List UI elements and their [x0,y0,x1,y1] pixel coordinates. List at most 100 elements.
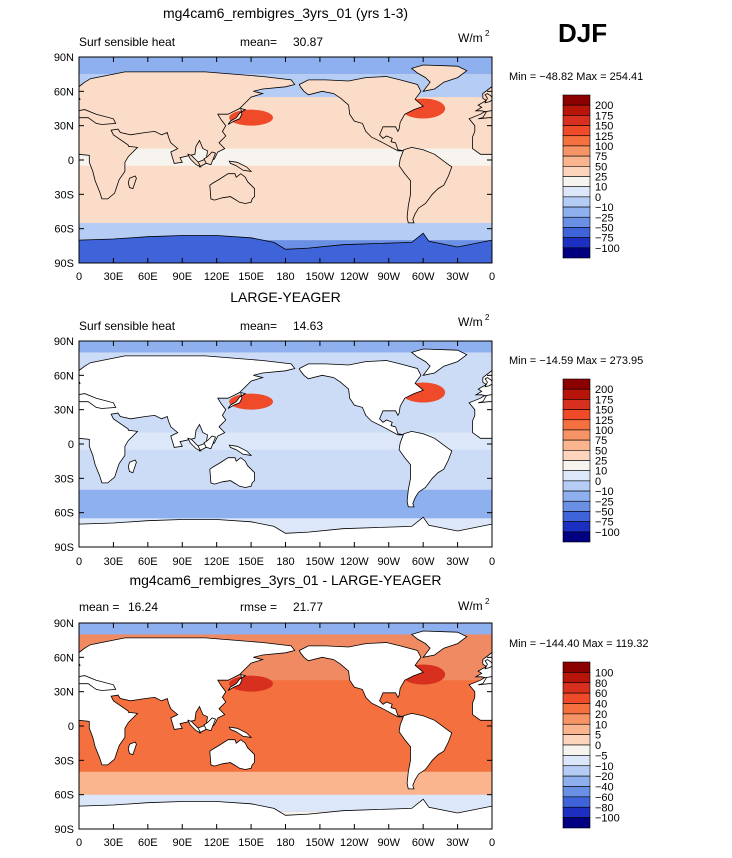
mean-label: mean= [240,35,277,49]
min-value: −48.82 [539,71,576,83]
land-group [0,64,492,263]
max-label: Max = [582,638,615,650]
panel-title: mg4cam6_rembigres_3yrs_01 - LARGE-YEAGER [129,572,441,588]
colorbar-label: 0 [595,192,601,204]
panel-title: LARGE-YEAGER [230,289,340,305]
continent-japan [227,391,247,409]
colorbar-swatch [562,682,591,694]
colorbar-swatch [562,145,591,157]
min-value: −14.59 [539,355,576,367]
units-label: W/m [458,599,483,613]
colorbar-swatch [562,734,591,746]
colorbar-label: −20 [595,771,614,783]
min-label: Min = [509,638,539,650]
max-value: 119.32 [616,638,649,650]
colorbar-swatch [562,166,591,177]
lon-tick-label: 30E [104,271,124,283]
colorbar-swatch [562,439,591,451]
colorbar-swatch [562,216,591,228]
lon-tick-label: 30E [104,837,124,849]
variable-label: Surf sensible heat [79,319,176,333]
colorbar-swatch [562,115,591,126]
continent-greenland [410,348,468,376]
continent-south-america [0,713,39,789]
colorbar-swatch [562,104,591,116]
units-label: W/m [458,315,483,329]
colorbar-swatch [562,500,591,512]
mean-label: mean = [79,600,119,614]
field-band [79,489,492,519]
lon-tick-label: 90W [377,556,400,568]
field-band [79,341,492,353]
continent-south-america [398,430,453,508]
lon-tick-label: 0 [489,271,495,283]
colorbar-swatch [562,480,591,492]
lat-tick-label: 60S [54,790,74,802]
land-group [0,630,492,829]
colorbar-label: 50 [595,161,607,173]
colorbar-swatch [562,125,591,137]
lat-tick-label: 90S [54,542,74,554]
continent-north-america [298,642,424,718]
lat-tick-label: 90N [54,618,74,630]
colorbar-label: −25 [595,212,614,224]
continent-australia [209,173,255,204]
lon-tick-label: 180 [276,271,294,283]
max-label: Max = [576,355,609,367]
continent-greenland [0,65,54,91]
colorbar-swatch [562,521,591,533]
colorbar-swatch [562,94,591,106]
colorbar-label: −60 [595,792,614,804]
continent-uk [484,93,492,104]
lat-tick-label: 0 [68,439,74,451]
lon-tick-label: 30E [104,556,124,568]
lon-tick-label: 0 [489,837,495,849]
continent-north-america [298,76,424,152]
max-value: 254.41 [610,71,644,83]
rmse-value: 21.77 [293,600,323,614]
continent-africa-eurasia [468,652,492,721]
lat-tick-label: 0 [68,155,74,167]
units-exponent: 2 [485,29,490,38]
lon-tick-label: 150E [238,556,264,568]
continent-sumatra [187,153,202,168]
colorbar-label: 125 [595,131,613,143]
colorbar-label: 10 [595,719,607,731]
lat-tick-label: 90S [54,258,74,270]
min-max-readout: Min = −14.59 Max = 273.95 [509,355,643,367]
colorbar-swatch [562,247,591,259]
continent-australia [209,739,255,770]
lon-tick-label: 0 [76,837,82,849]
colorbar-label: −5 [595,750,608,762]
continent-greenland [410,630,468,658]
colorbar-label: −25 [595,496,614,508]
lat-tick-label: 60S [54,508,74,520]
field-band [79,771,492,795]
continent-madagascar [127,459,137,474]
colorbar-swatch [562,786,591,798]
lon-tick-label: 0 [76,271,82,283]
continent-north-america [298,360,424,436]
colorbar-swatch [562,490,591,502]
mean-label: mean= [240,319,277,333]
colorbar-swatch [562,399,591,410]
continent-uk [484,377,492,388]
continent-north-america [0,361,10,435]
colorbar-swatch [562,703,591,715]
colorbar-label: −75 [595,233,614,245]
colorbar-label: 100 [595,141,613,153]
colorbar-swatch [562,227,591,238]
colorbar-swatch [562,661,591,673]
colorbar-label: 60 [595,688,607,700]
lon-tick-label: 60E [138,556,158,568]
colorbar-swatch [562,692,591,704]
colorbar-label: 10 [595,182,607,194]
lon-tick-label: 90W [377,271,400,283]
continent-borneo [203,435,217,450]
continent-borneo [203,151,217,166]
min-value: −144.40 [539,638,582,650]
colorbar-label: 10 [595,466,607,478]
lon-tick-label: 150E [238,271,264,283]
colorbar-label: 100 [595,425,613,437]
lon-tick-label: 30W [446,837,469,849]
